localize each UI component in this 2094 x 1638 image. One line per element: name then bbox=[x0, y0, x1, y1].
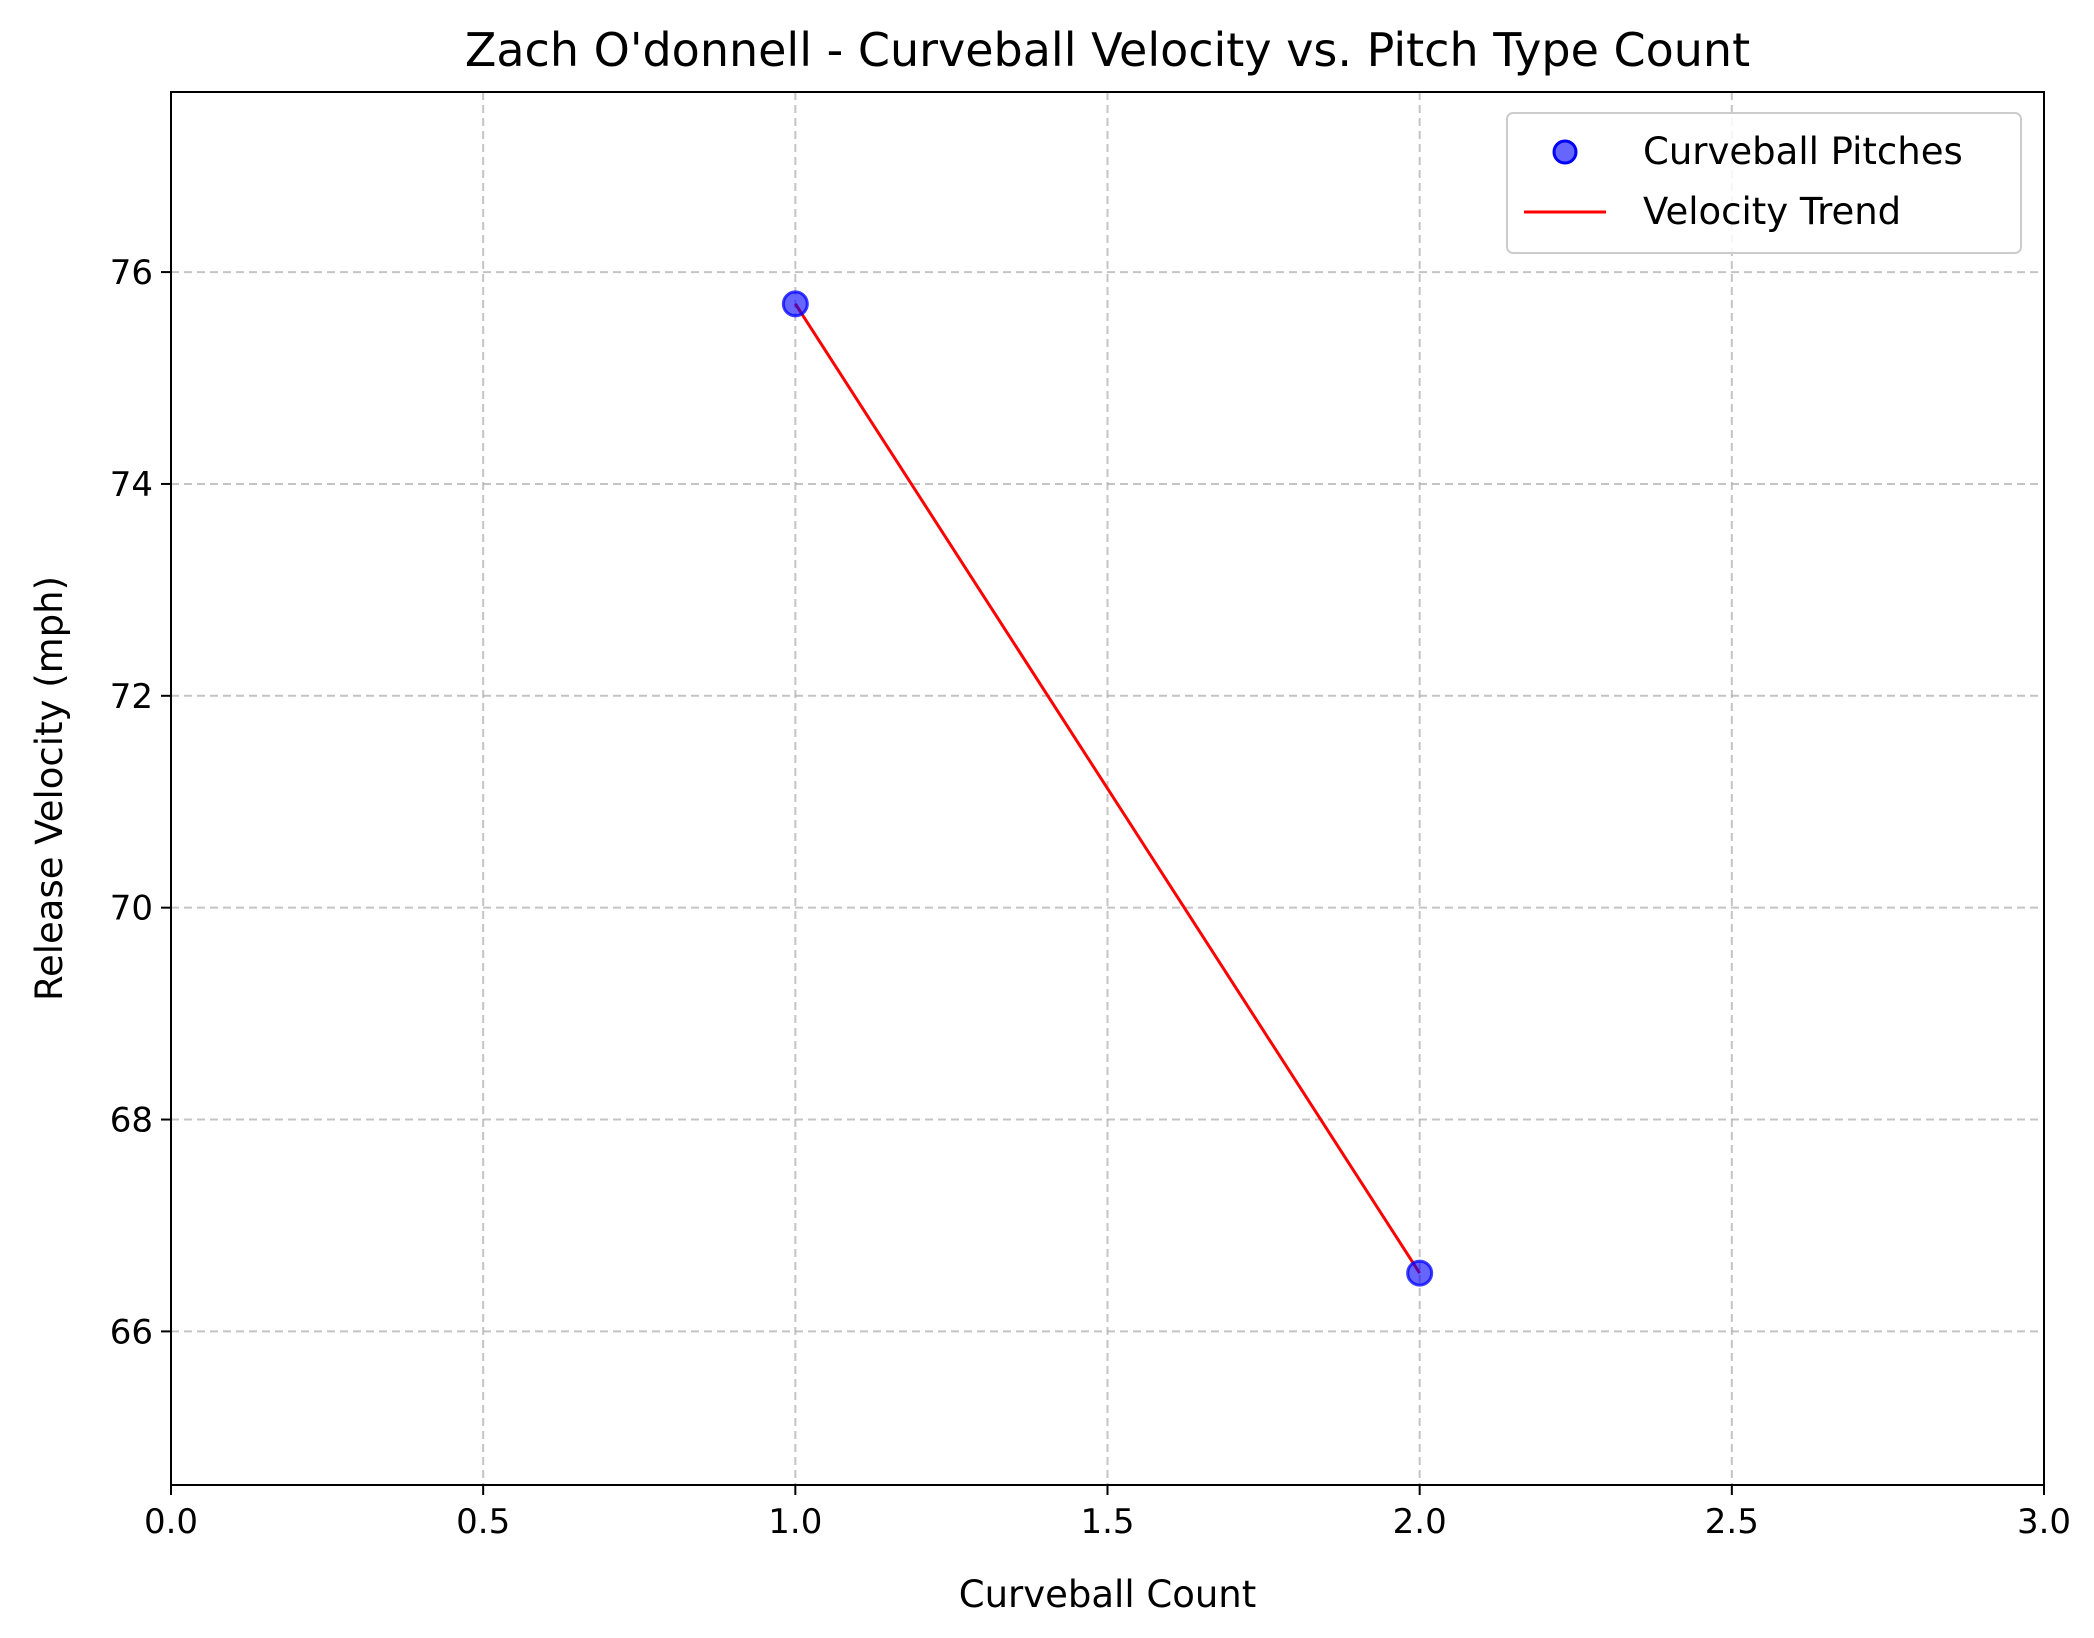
x-tick-label: 1.0 bbox=[768, 1502, 822, 1542]
legend-marker-curveball-pitches bbox=[1552, 139, 1578, 165]
legend-label-velocity-trend: Velocity Trend bbox=[1643, 190, 1901, 233]
x-tick-label: 1.5 bbox=[1080, 1502, 1134, 1542]
plot-data bbox=[781, 290, 1434, 1287]
legend-label-curveball-pitches: Curveball Pitches bbox=[1643, 130, 1963, 173]
curveball-pitch-point bbox=[1406, 1259, 1434, 1287]
axis-ticks: 0.0 0.5 1.0 1.5 2.0 2.5 3.0 66 68 70 72 74 76 bbox=[110, 253, 2071, 1542]
y-tick-label: 72 bbox=[110, 677, 153, 717]
x-tick-label: 0.5 bbox=[456, 1502, 510, 1542]
x-tick-label: 3.0 bbox=[2017, 1502, 2071, 1542]
legend-box bbox=[1506, 112, 2022, 254]
y-tick-label: 76 bbox=[110, 253, 153, 293]
x-axis-label: Curveball Count bbox=[959, 1573, 1257, 1616]
y-tick-label: 74 bbox=[110, 465, 153, 505]
x-tick-label: 2.5 bbox=[1705, 1502, 1759, 1542]
y-tick-label: 66 bbox=[110, 1312, 153, 1352]
velocity-trend-line bbox=[794, 303, 1421, 1274]
y-tick-label: 70 bbox=[110, 889, 153, 929]
y-axis-label: Release Velocity (mph) bbox=[28, 576, 71, 1001]
curveball-pitch-point bbox=[781, 290, 809, 318]
chart-title: Zach O'donnell - Curveball Velocity vs. … bbox=[465, 23, 1750, 77]
x-tick-label: 2.0 bbox=[1393, 1502, 1447, 1542]
y-tick-label: 68 bbox=[110, 1101, 153, 1141]
x-tick-label: 0.0 bbox=[144, 1502, 198, 1542]
legend: Curveball Pitches Velocity Trend bbox=[1506, 112, 2022, 254]
